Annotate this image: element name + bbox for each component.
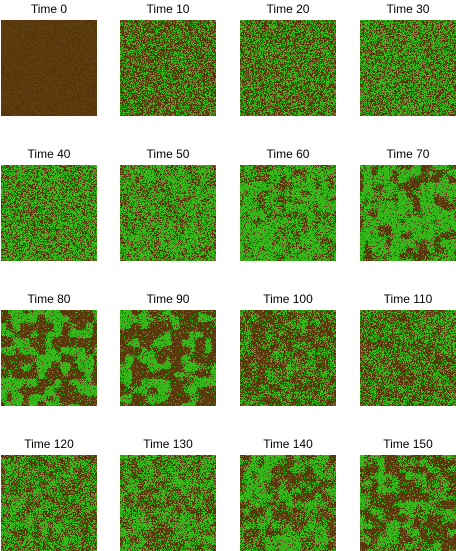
- panel-title: Time 70: [386, 147, 430, 161]
- panel-title: Time 130: [143, 437, 193, 451]
- panel-title: Time 110: [383, 292, 433, 306]
- panel-time-10: Time 10: [120, 2, 216, 116]
- panel-time-30: Time 30: [360, 2, 456, 116]
- panel-title: Time 20: [266, 2, 310, 16]
- panel-time-100: Time 100: [240, 292, 336, 406]
- panel-title: Time 100: [263, 292, 313, 306]
- panel-time-150: Time 150: [360, 437, 456, 551]
- panel-time-140: Time 140: [240, 437, 336, 551]
- vegetation-map: [1, 310, 97, 406]
- panel-time-70: Time 70: [360, 147, 456, 261]
- panel-title: Time 80: [27, 292, 71, 306]
- vegetation-map: [120, 165, 216, 261]
- vegetation-map: [1, 20, 97, 116]
- vegetation-map: [120, 20, 216, 116]
- panel-time-20: Time 20: [240, 2, 336, 116]
- vegetation-map: [240, 165, 336, 261]
- vegetation-map: [1, 165, 97, 261]
- panel-title: Time 120: [24, 437, 74, 451]
- panel-time-90: Time 90: [120, 292, 216, 406]
- vegetation-map: [120, 310, 216, 406]
- panel-title: Time 40: [27, 147, 71, 161]
- panel-title: Time 50: [146, 147, 190, 161]
- panel-time-130: Time 130: [120, 437, 216, 551]
- panel-title: Time 60: [266, 147, 310, 161]
- panel-time-40: Time 40: [1, 147, 97, 261]
- panel-title: Time 140: [263, 437, 313, 451]
- vegetation-map: [360, 20, 456, 116]
- panel-time-120: Time 120: [1, 437, 97, 551]
- panel-time-50: Time 50: [120, 147, 216, 261]
- panel-time-60: Time 60: [240, 147, 336, 261]
- vegetation-map: [360, 165, 456, 261]
- panel-title: Time 30: [386, 2, 430, 16]
- panel-time-0: Time 0: [1, 2, 97, 116]
- panel-title: Time 10: [146, 2, 190, 16]
- vegetation-map: [240, 310, 336, 406]
- vegetation-map: [360, 310, 456, 406]
- panel-title: Time 0: [30, 2, 68, 16]
- vegetation-map: [120, 455, 216, 551]
- panel-time-110: Time 110: [360, 292, 456, 406]
- vegetation-map: [1, 455, 97, 551]
- panel-title: Time 150: [383, 437, 433, 451]
- panel-time-80: Time 80: [1, 292, 97, 406]
- vegetation-map: [240, 20, 336, 116]
- vegetation-map: [360, 455, 456, 551]
- vegetation-map: [240, 455, 336, 551]
- panel-title: Time 90: [146, 292, 190, 306]
